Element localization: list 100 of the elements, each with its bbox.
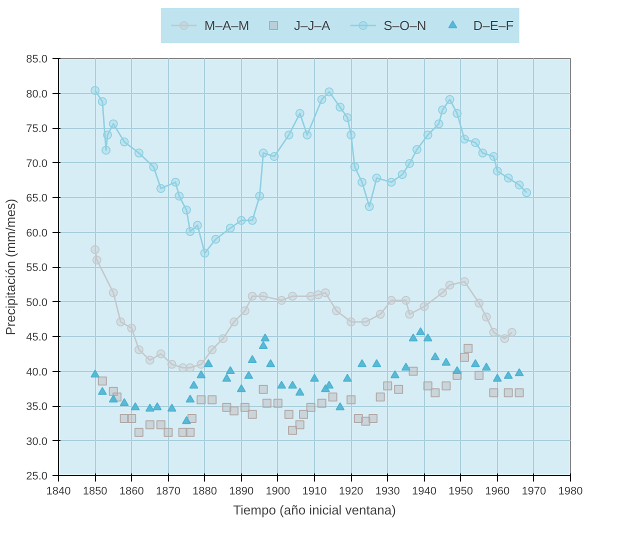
y-tick-label: 85.0 — [26, 54, 48, 66]
point — [434, 119, 444, 128]
point — [98, 386, 107, 395]
point — [255, 192, 264, 201]
point — [98, 376, 107, 386]
point — [98, 97, 107, 106]
point — [230, 406, 239, 416]
point — [482, 362, 491, 371]
point — [460, 277, 469, 286]
point — [248, 410, 257, 419]
point — [430, 352, 440, 360]
y-tick-label: 45.0 — [26, 332, 48, 344]
point — [120, 137, 129, 146]
point — [273, 398, 282, 408]
point — [482, 312, 491, 322]
point — [452, 366, 462, 374]
point — [167, 360, 176, 369]
point — [186, 363, 195, 372]
point — [90, 245, 100, 254]
point — [438, 288, 447, 298]
point — [108, 394, 118, 403]
point — [186, 394, 195, 403]
point — [222, 402, 232, 412]
x-tick-label: 1880 — [192, 486, 218, 498]
point — [230, 317, 239, 326]
point — [522, 188, 532, 198]
point — [192, 220, 202, 230]
point — [346, 130, 356, 140]
point — [460, 134, 469, 144]
point — [262, 398, 272, 408]
point — [244, 370, 254, 379]
point — [208, 345, 217, 354]
point — [299, 410, 308, 419]
point — [405, 158, 414, 168]
point — [196, 360, 206, 369]
y-tick-label: 50.0 — [26, 296, 48, 309]
y-tick-label: 75.0 — [26, 123, 48, 135]
x-tick-label: 1840 — [46, 486, 71, 498]
point — [164, 428, 173, 437]
point — [408, 366, 418, 376]
point — [258, 292, 268, 301]
point — [288, 380, 298, 389]
point — [182, 206, 191, 214]
x-axis-title: Tiempo (año inicial ventana) — [233, 502, 396, 518]
point — [401, 296, 410, 305]
point — [102, 146, 111, 155]
point — [386, 296, 396, 305]
point — [336, 102, 345, 112]
point — [361, 317, 370, 326]
point — [464, 344, 473, 353]
point — [350, 162, 360, 172]
point — [258, 341, 268, 350]
point — [134, 148, 144, 158]
point — [398, 170, 407, 180]
point — [394, 384, 404, 394]
point — [423, 130, 432, 140]
point — [514, 368, 524, 376]
point — [452, 108, 462, 118]
point — [295, 108, 304, 118]
point — [288, 292, 298, 301]
legend-label: S–O–N — [384, 18, 426, 33]
point — [386, 178, 396, 187]
point — [342, 113, 352, 122]
legend-label: M–A–M — [204, 18, 250, 33]
point — [196, 395, 206, 404]
point — [306, 292, 316, 301]
point — [412, 145, 422, 154]
point — [236, 384, 246, 392]
point — [489, 388, 498, 398]
point — [284, 410, 294, 419]
point — [336, 402, 345, 410]
point — [500, 334, 510, 344]
point — [478, 148, 488, 158]
point — [445, 280, 454, 290]
point — [383, 381, 392, 390]
point — [260, 333, 270, 342]
y-tick-label: 35.0 — [26, 401, 48, 413]
x-tick-label: 1910 — [302, 486, 327, 498]
point — [145, 404, 154, 412]
point — [328, 392, 338, 402]
point — [474, 370, 484, 380]
point — [416, 327, 426, 336]
point — [171, 178, 180, 187]
point — [270, 152, 279, 161]
x-tick-label: 1970 — [522, 486, 546, 498]
x-tick-label: 1860 — [119, 486, 144, 498]
point — [342, 374, 352, 382]
point — [277, 380, 286, 389]
point — [489, 152, 498, 161]
point — [90, 370, 100, 378]
point — [277, 296, 286, 305]
point — [127, 414, 136, 424]
x-tick-label: 1920 — [338, 486, 364, 498]
point — [358, 359, 367, 368]
point — [284, 130, 294, 140]
legend-label: J–J–A — [294, 18, 330, 33]
y-tick-label: 60.0 — [26, 227, 48, 240]
point — [420, 302, 429, 312]
point — [504, 174, 513, 183]
point — [504, 370, 513, 379]
